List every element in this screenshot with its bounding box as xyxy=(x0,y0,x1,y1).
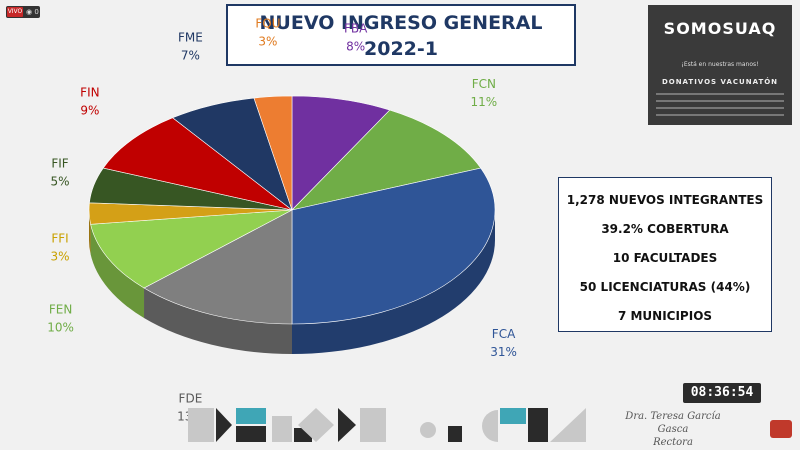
decor-shape xyxy=(236,408,266,424)
title-box: NUEVO INGRESO GENERAL 2022-1 xyxy=(226,4,576,66)
pie-slice-fen xyxy=(90,209,293,289)
pie-label-value-fif: 5% xyxy=(50,175,69,189)
stats-box: 1,278 NUEVOS INTEGRANTES 39.2% COBERTURA… xyxy=(558,177,772,332)
live-indicator: VIVO xyxy=(7,7,23,17)
sponsor-donations: DONATIVOS VACUNATÓN xyxy=(661,78,779,86)
stat-coverage: 39.2% COBERTURA xyxy=(601,222,729,236)
broadcast-icon xyxy=(770,420,792,438)
pie-label-name-fba: FBA xyxy=(344,22,368,36)
pie-label-name-fde: FDE xyxy=(179,391,203,405)
pie-slice-fin xyxy=(102,117,293,211)
pie-slice-fde xyxy=(143,209,293,325)
sponsor-logo: SOMOSUAQ xyxy=(663,19,777,38)
decor-shape xyxy=(482,410,498,442)
signature-role: Rectora xyxy=(653,437,693,448)
pie-label-value-ffi: 3% xyxy=(50,250,69,264)
signature: Dra. Teresa García Gasca Rectora xyxy=(618,410,728,449)
pie-slice-fqu xyxy=(253,95,293,211)
stat-degrees: 50 LICENCIATURAS (44%) xyxy=(579,280,751,294)
pie-side-ffi xyxy=(89,210,91,255)
decor-shape xyxy=(500,408,526,424)
pie-label-name-fca: FCA xyxy=(492,327,516,341)
decor-shape xyxy=(448,426,462,442)
pie-label-name-fqu: FQU xyxy=(255,17,280,31)
decor-shape xyxy=(360,408,386,442)
stat-faculties: 10 FACULTADES xyxy=(612,251,718,265)
pie-label-value-fen: 10% xyxy=(47,321,74,335)
viewer-count-icon: ◉ 0 xyxy=(26,8,39,16)
pie-sides xyxy=(89,210,495,354)
pie-slice-fca xyxy=(291,167,496,325)
pie-label-value-fba: 8% xyxy=(346,40,365,54)
pie-label-name-fme: FME xyxy=(178,31,203,45)
signature-name: Dra. Teresa García Gasca xyxy=(625,411,721,435)
pie-label-value-fin: 9% xyxy=(80,104,99,118)
recording-badge: VIVO ◉ 0 xyxy=(6,6,40,18)
decor-shape xyxy=(420,422,436,438)
pie-label-name-fen: FEN xyxy=(49,303,72,317)
pie-side-fde xyxy=(144,288,292,354)
pie-label-value-fme: 7% xyxy=(181,49,200,63)
decor-shape xyxy=(338,408,356,442)
stream-clock: 08:36:54 xyxy=(683,383,761,403)
decor-shape xyxy=(272,416,292,442)
pie-side-fca xyxy=(292,210,495,354)
stat-municipalities: 7 MUNICIPIOS xyxy=(617,309,713,323)
pie-label-name-ffi: FFI xyxy=(51,232,68,246)
pie-label-value-fqu: 3% xyxy=(258,35,277,49)
pie-label-name-fin: FIN xyxy=(80,86,99,100)
sponsor-tagline: ¡Está en nuestras manos! xyxy=(681,61,759,68)
slide-title: NUEVO INGRESO GENERAL xyxy=(259,12,543,34)
slide-subtitle: 2022-1 xyxy=(364,38,438,60)
decor-shape xyxy=(528,408,548,442)
decor-shape xyxy=(216,408,232,442)
sponsor-overlay: SOMOSUAQ ¡Está en nuestras manos! DONATI… xyxy=(648,5,792,125)
stat-new-members: 1,278 NUEVOS INTEGRANTES xyxy=(566,193,764,207)
pie-tops xyxy=(88,95,496,325)
pie-labels: FBA8%FCN11%FCA31%FDE13%FEN10%FFI3%FIF5%F… xyxy=(47,17,517,424)
pie-label-name-fif: FIF xyxy=(51,157,68,171)
decor-shape xyxy=(188,408,214,442)
pie-side-fen xyxy=(90,224,145,319)
decor-shape xyxy=(298,408,334,442)
pie-label-value-fca: 31% xyxy=(490,345,517,359)
footer-decoration xyxy=(188,408,586,442)
decor-shape xyxy=(236,426,266,442)
pie-slice-fba xyxy=(291,95,391,211)
pie-label-name-fcn: FCN xyxy=(472,77,496,91)
decor-shape xyxy=(550,408,586,442)
pie-label-value-fcn: 11% xyxy=(471,95,498,109)
pie-slice-fcn xyxy=(291,109,482,211)
sponsor-bank-details xyxy=(656,93,784,121)
